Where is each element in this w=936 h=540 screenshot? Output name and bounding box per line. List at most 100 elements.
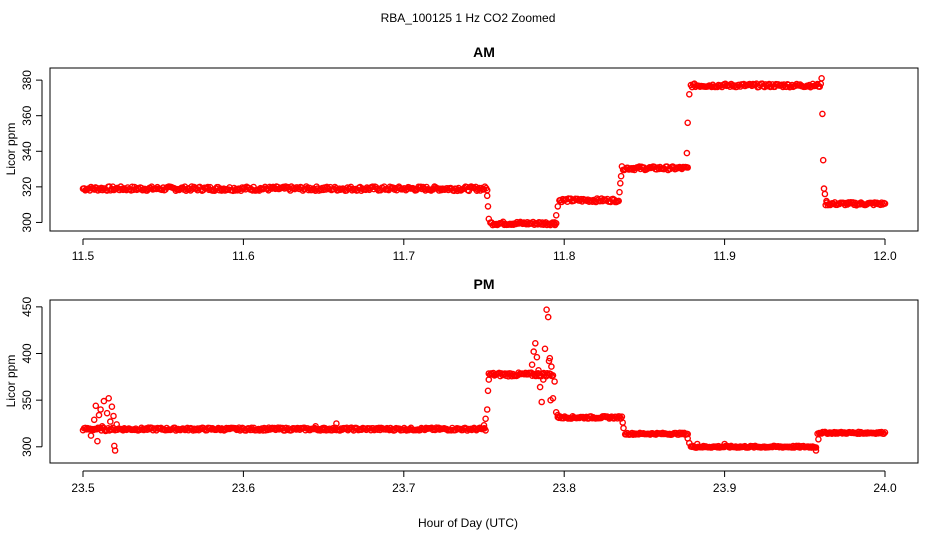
pm-point bbox=[815, 435, 822, 443]
pm-point bbox=[105, 394, 112, 402]
am-point bbox=[684, 164, 692, 171]
pm-point bbox=[549, 372, 557, 379]
pm-point bbox=[480, 421, 488, 429]
am-y-tick-label: 360 bbox=[20, 105, 34, 125]
pm-x-tick-label: 23.7 bbox=[392, 481, 416, 495]
pm-point bbox=[721, 440, 728, 448]
pm-point bbox=[554, 411, 562, 419]
am-point bbox=[552, 211, 560, 219]
pm-point bbox=[543, 306, 550, 314]
pm-point bbox=[333, 420, 340, 427]
am-point bbox=[617, 172, 625, 180]
pm-point bbox=[485, 376, 493, 383]
pm-point bbox=[533, 353, 541, 361]
am-point bbox=[615, 197, 623, 205]
pm-point bbox=[545, 357, 553, 365]
pm-y-tick-label: 450 bbox=[20, 297, 34, 317]
pm-point bbox=[541, 345, 549, 353]
pm-point bbox=[532, 339, 539, 347]
pm-data-points bbox=[79, 306, 889, 454]
pm-point bbox=[103, 409, 111, 417]
am-plot-area: 11.5 11.6 11.7 11.8 11.9 12.0 300 320 340 360 380 bbox=[20, 67, 919, 263]
pm-x-tick-label: 23.6 bbox=[232, 481, 256, 495]
pm-point bbox=[880, 430, 888, 438]
pm-point bbox=[98, 422, 106, 430]
pm-plot-area: 23.5 23.6 23.7 23.8 23.9 24.0 300 350 400 450 bbox=[20, 297, 919, 495]
am-y-tick-label: 320 bbox=[20, 177, 34, 197]
pm-point bbox=[90, 416, 98, 424]
pm-point bbox=[684, 430, 692, 438]
pm-x-tick-label: 23.5 bbox=[71, 481, 95, 495]
x-axis-label: Hour of Day (UTC) bbox=[418, 516, 518, 530]
pm-point bbox=[102, 427, 109, 435]
am-x-tick-label: 11.6 bbox=[232, 249, 255, 263]
pm-point bbox=[540, 376, 547, 383]
pm-point bbox=[107, 418, 114, 425]
am-point bbox=[483, 192, 491, 200]
am-point bbox=[684, 119, 692, 127]
pm-point bbox=[312, 422, 319, 430]
pm-point bbox=[97, 406, 104, 413]
am-point bbox=[617, 179, 624, 187]
am-y-axis-label: Licor ppm bbox=[4, 123, 18, 176]
pm-point bbox=[551, 378, 558, 385]
pm-x-tick-label: 23.9 bbox=[713, 481, 737, 495]
pm-point bbox=[544, 313, 552, 321]
am-x-tick-label: 11.7 bbox=[393, 249, 416, 263]
pm-point bbox=[549, 394, 557, 402]
figure-title: RBA_100125 1 Hz CO2 Zoomed bbox=[381, 11, 556, 25]
pm-x-tick-label: 24.0 bbox=[873, 481, 897, 495]
pm-point bbox=[87, 432, 95, 439]
am-point bbox=[484, 203, 492, 210]
am-x-tick-label: 11.5 bbox=[72, 249, 95, 263]
am-point bbox=[819, 110, 826, 118]
pm-point bbox=[686, 439, 693, 447]
pm-point bbox=[108, 403, 116, 411]
am-x-tick-label: 12.0 bbox=[873, 249, 897, 263]
pm-point bbox=[94, 437, 101, 445]
am-point bbox=[686, 91, 693, 98]
am-plot-frame bbox=[49, 67, 919, 232]
am-point bbox=[485, 215, 493, 223]
pm-point bbox=[881, 429, 889, 436]
am-point bbox=[554, 203, 562, 210]
am-y-tick-label: 380 bbox=[20, 70, 34, 90]
pm-panel: PM Licor ppm 23.5 23.6 23.7 23.8 23.9 24.0 300… bbox=[4, 276, 919, 495]
am-panel: AM Licor ppm 11.5 11.6 11.7 11.8 11.9 12.0 300… bbox=[4, 44, 919, 263]
am-point bbox=[551, 219, 558, 226]
pm-point bbox=[530, 348, 538, 355]
pm-point bbox=[113, 421, 120, 428]
pm-point bbox=[694, 440, 701, 448]
am-point bbox=[821, 190, 829, 198]
pm-point bbox=[100, 397, 108, 405]
am-x-tick-label: 11.8 bbox=[553, 249, 576, 263]
pm-panel-title: PM bbox=[474, 276, 495, 292]
am-y-tick-label: 300 bbox=[20, 212, 34, 232]
pm-y-tick-label: 350 bbox=[20, 390, 34, 410]
am-panel-title: AM bbox=[473, 44, 495, 60]
pm-point bbox=[320, 426, 327, 434]
pm-point bbox=[548, 363, 555, 370]
pm-point bbox=[812, 444, 820, 451]
am-point bbox=[819, 156, 827, 164]
pm-point bbox=[538, 398, 546, 406]
pm-point bbox=[95, 411, 103, 419]
pm-point bbox=[535, 366, 542, 374]
pm-point bbox=[546, 354, 554, 362]
pm-point bbox=[110, 412, 117, 420]
pm-point bbox=[484, 387, 492, 395]
pm-point bbox=[483, 406, 491, 413]
pm-point bbox=[482, 415, 489, 423]
am-point bbox=[823, 197, 830, 205]
pm-y-tick-label: 300 bbox=[20, 436, 34, 456]
am-y-tick-label: 340 bbox=[20, 141, 34, 161]
am-point bbox=[683, 149, 691, 157]
pm-y-tick-label: 400 bbox=[20, 343, 34, 363]
am-point bbox=[616, 188, 623, 196]
am-point bbox=[820, 185, 828, 192]
pm-x-tick-label: 23.8 bbox=[553, 481, 577, 495]
pm-point bbox=[528, 361, 536, 369]
am-point bbox=[818, 75, 825, 82]
pm-point bbox=[812, 447, 820, 454]
